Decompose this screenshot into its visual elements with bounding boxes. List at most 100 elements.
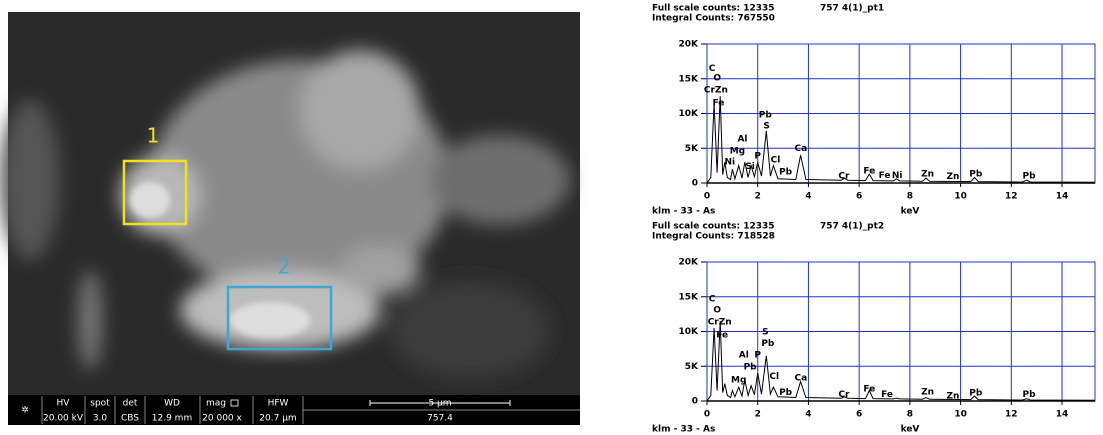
- peak-label: Pb: [969, 169, 983, 179]
- peak-label: Mg: [730, 147, 745, 157]
- peak-label: Cr: [838, 172, 850, 182]
- region-label: 2: [278, 255, 291, 279]
- peak-label: Pb: [1023, 390, 1037, 400]
- x-tick-label: 14: [1056, 192, 1069, 202]
- peak-label: O: [713, 305, 721, 315]
- x-tick-label: 0: [704, 192, 710, 202]
- x-tick-label: 10: [954, 410, 967, 420]
- full-scale: Full scale counts: 12335: [652, 4, 775, 14]
- spectrum-chart: Full scale counts: 12335 757 4(1)_pt2 Inte…: [652, 222, 1095, 435]
- spectra: Full scale counts: 12335 757 4(1)_pt1 Inte…: [652, 4, 1095, 435]
- peak-label: Pb: [1023, 172, 1037, 182]
- peak-label: C: [709, 64, 716, 74]
- peak-label: Pb: [969, 389, 983, 399]
- peak-label: Fe: [863, 385, 875, 395]
- x-tick-label: 4: [805, 410, 811, 420]
- peak-label: S: [763, 122, 769, 132]
- spectrum-chart: Full scale counts: 12335 757 4(1)_pt1 Inte…: [652, 4, 1095, 217]
- full-scale: Full scale counts: 12335: [652, 222, 775, 232]
- peak-label: P: [754, 151, 761, 161]
- peak-label: Fe: [879, 171, 891, 181]
- peak-label: Zn: [947, 392, 960, 402]
- x-tick-label: 12: [1005, 192, 1018, 202]
- chart-title: 757 4(1)_pt1: [820, 4, 884, 14]
- info-value: 20.7 µm: [259, 414, 296, 424]
- peak-label: Mg: [731, 376, 746, 386]
- peak-label: Cl: [771, 156, 781, 166]
- peak-label: Pb: [744, 362, 758, 372]
- y-tick-label: 0: [692, 397, 698, 407]
- info-header: mag: [206, 399, 226, 409]
- peak-label: Pb: [759, 110, 773, 120]
- footer: klm - 33 - As: [652, 425, 715, 435]
- peak-label: Zn: [921, 387, 934, 397]
- info-header: WD: [164, 399, 180, 409]
- x-tick-label: 6: [856, 192, 862, 202]
- logo: ✲: [21, 406, 29, 416]
- peak-label: Ni: [725, 158, 736, 168]
- x-axis-label: keV: [901, 425, 920, 435]
- info-value: 20.00 kV: [43, 414, 84, 424]
- peak-label: C: [709, 294, 716, 304]
- x-tick-label: 10: [954, 192, 967, 202]
- x-tick-label: 2: [755, 410, 761, 420]
- x-tick-label: 12: [1005, 410, 1018, 420]
- peak-label: Fe: [881, 390, 893, 400]
- peak-label: Fe: [716, 330, 728, 340]
- chart-title: 757 4(1)_pt2: [820, 222, 884, 232]
- y-tick-label: 20K: [679, 258, 700, 268]
- info-value: 3.0: [93, 414, 108, 424]
- info-header: HFW: [268, 399, 289, 409]
- peak-label: Si: [745, 162, 755, 172]
- scale-bar-label: 5 µm: [428, 399, 451, 409]
- peak-label: Fe: [863, 167, 875, 177]
- peak-label: CrZn: [708, 317, 732, 327]
- peak-label: Cl: [769, 372, 779, 382]
- x-axis-label: keV: [901, 207, 920, 217]
- peak-label: S: [762, 328, 768, 338]
- sample-id: 757.4: [427, 414, 453, 424]
- info-header: HV: [57, 399, 71, 409]
- y-tick-label: 15K: [679, 292, 700, 302]
- peak-label: Ca: [794, 374, 807, 384]
- integral-counts: Integral Counts: 718528: [652, 232, 775, 242]
- footer: klm - 33 - As: [652, 207, 715, 217]
- peak-label: O: [713, 74, 721, 84]
- peak-label: Cr: [838, 390, 850, 400]
- x-tick-label: 2: [755, 192, 761, 202]
- integral-counts: Integral Counts: 767550: [652, 14, 775, 24]
- peak-label: Ni: [892, 171, 903, 181]
- y-tick-label: 20K: [679, 40, 700, 50]
- y-tick-label: 10K: [679, 327, 700, 337]
- info-header: det: [123, 399, 138, 409]
- x-tick-label: 6: [856, 410, 862, 420]
- y-tick-label: 5K: [685, 362, 699, 372]
- peak-label: CrZn: [704, 85, 728, 95]
- region-label: 1: [147, 124, 160, 148]
- x-tick-label: 4: [805, 192, 811, 202]
- x-tick-label: 8: [907, 410, 913, 420]
- peak-label: P: [754, 351, 761, 361]
- info-value: 20 000 x: [202, 414, 242, 424]
- peak-label: Pb: [779, 167, 793, 177]
- info-bar: ✲ HV 20.00 kV spot 3.0 det CBS WD 12.9 mm mag 20 …: [8, 395, 580, 425]
- peak-label: Zn: [947, 172, 960, 182]
- peak-label: Pb: [761, 339, 775, 349]
- figure: 1 2 ✲ HV 20.00 kV spot 3.0 det CBS WD 12.9 mm ma…: [0, 0, 1103, 435]
- y-tick-label: 10K: [679, 109, 700, 119]
- x-tick-label: 8: [907, 192, 913, 202]
- peak-label: Al: [739, 351, 749, 361]
- y-tick-label: 0: [692, 179, 698, 189]
- peak-label: Fe: [712, 99, 724, 109]
- x-tick-label: 14: [1056, 410, 1069, 420]
- info-value: 12.9 mm: [152, 414, 192, 424]
- peak-label: Al: [737, 135, 747, 145]
- peak-label: Zn: [921, 169, 934, 179]
- info-value: CBS: [121, 414, 139, 424]
- peak-label: Pb: [779, 388, 793, 398]
- x-tick-label: 0: [704, 410, 710, 420]
- info-header: spot: [90, 399, 110, 409]
- y-tick-label: 5K: [685, 144, 699, 154]
- peak-label: Ca: [794, 144, 807, 154]
- y-tick-label: 15K: [679, 74, 700, 84]
